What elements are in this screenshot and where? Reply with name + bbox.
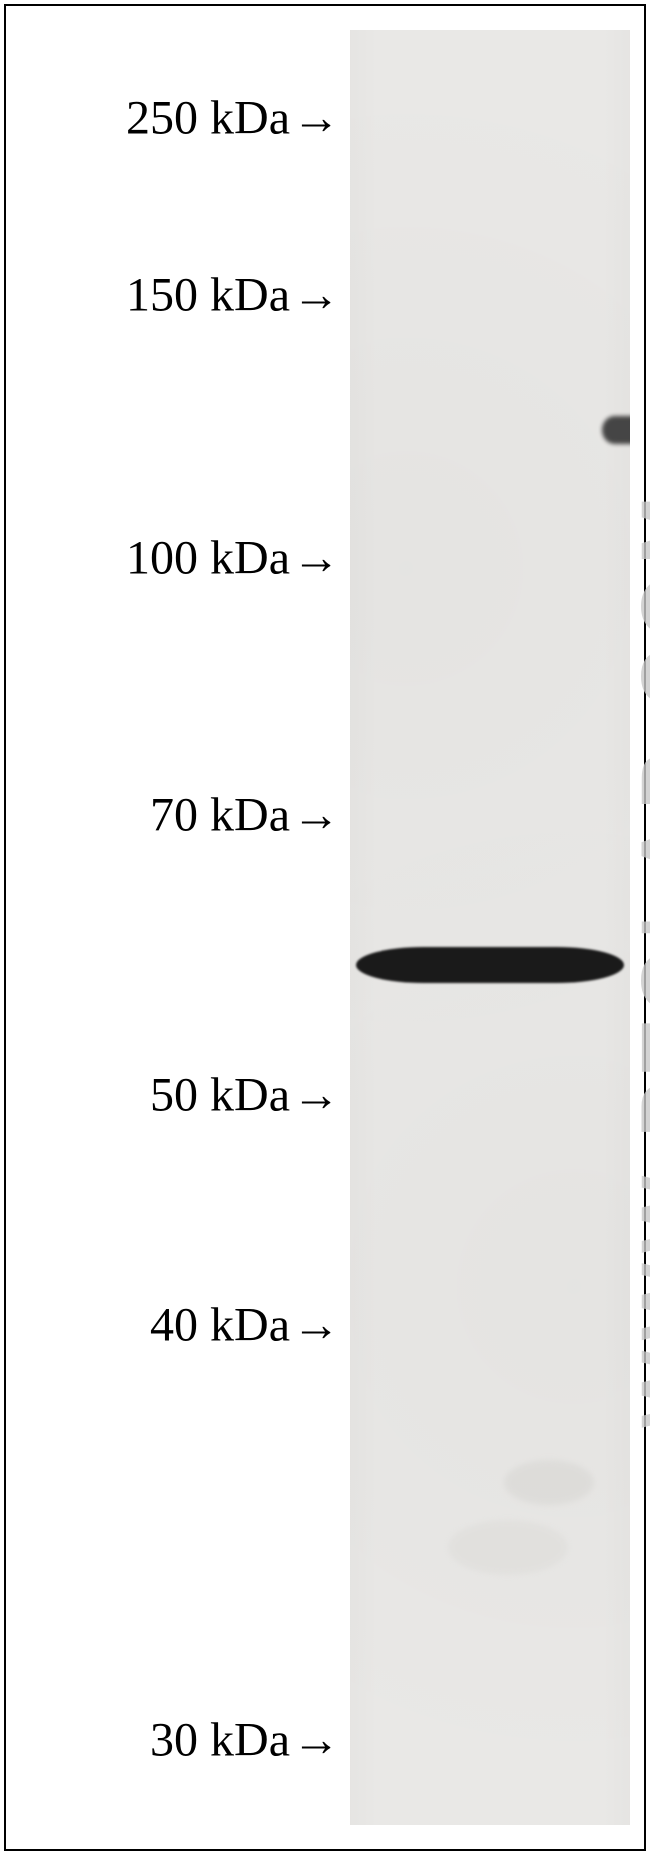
mw-label: 40 kDa→: [150, 1298, 340, 1353]
edge-spot: [602, 416, 630, 444]
lane-smudge: [448, 1520, 568, 1575]
arrow-icon: →: [292, 91, 340, 146]
arrow-icon: →: [292, 1713, 340, 1768]
mw-label-text: 40 kDa: [150, 1299, 290, 1352]
mw-label-text: 70 kDa: [150, 789, 290, 842]
mw-label: 30 kDa→: [150, 1713, 340, 1768]
arrow-icon: →: [292, 788, 340, 843]
mw-label-text: 100 kDa: [126, 532, 290, 585]
mw-labels-region: 250 kDa→150 kDa→100 kDa→70 kDa→50 kDa→40…: [0, 0, 340, 1855]
mw-label: 100 kDa→: [126, 531, 340, 586]
main-band: [356, 947, 625, 983]
mw-label-text: 30 kDa: [150, 1714, 290, 1767]
mw-label: 250 kDa→: [126, 91, 340, 146]
blot-lane: [350, 30, 630, 1825]
arrow-icon: →: [292, 268, 340, 323]
lane-smudge: [504, 1460, 594, 1505]
mw-label-text: 50 kDa: [150, 1069, 290, 1122]
arrow-icon: →: [292, 531, 340, 586]
mw-label: 50 kDa→: [150, 1068, 340, 1123]
arrow-icon: →: [292, 1068, 340, 1123]
mw-label: 150 kDa→: [126, 268, 340, 323]
mw-label-text: 150 kDa: [126, 269, 290, 322]
mw-label: 70 kDa→: [150, 788, 340, 843]
arrow-icon: →: [292, 1298, 340, 1353]
mw-label-text: 250 kDa: [126, 92, 290, 145]
